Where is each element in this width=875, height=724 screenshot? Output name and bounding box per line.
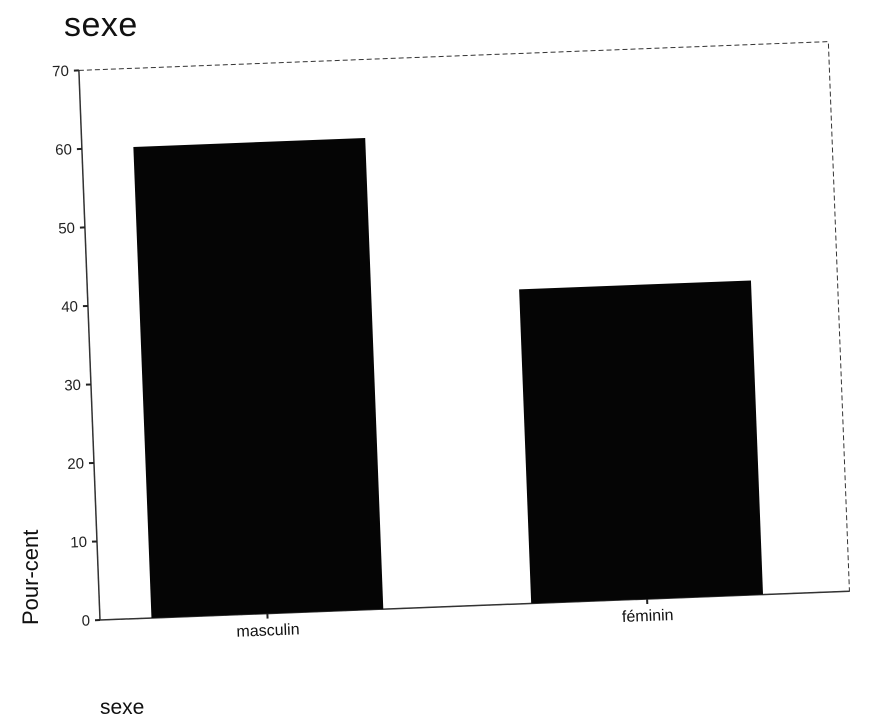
y-axis-line [78,70,101,621]
x-category-label: féminin [622,607,674,626]
y-tick-label: 60 [55,141,72,159]
y-tick-label: 10 [70,534,87,552]
y-axis-ticks: 0 10 20 30 40 50 60 70 [52,63,101,630]
bar-0 [133,138,384,619]
y-tick-label: 20 [67,455,84,473]
x-axis-categories: masculin féminin [236,598,674,641]
y-axis-title: Pour-cent [18,530,43,625]
bars [133,138,764,619]
x-axis-caption: sexe [100,696,145,719]
plot-area: 0 10 20 30 40 50 60 70 masculin féminin [52,41,850,641]
x-category-label: masculin [236,621,300,640]
y-tick-label: 70 [52,63,69,81]
chart-title: sexe [64,6,138,44]
y-tick-label: 40 [61,298,78,316]
bar-1 [519,280,764,604]
y-tick-label: 30 [64,377,81,395]
y-tick-label: 0 [81,612,90,629]
y-tick-label: 50 [58,220,75,238]
